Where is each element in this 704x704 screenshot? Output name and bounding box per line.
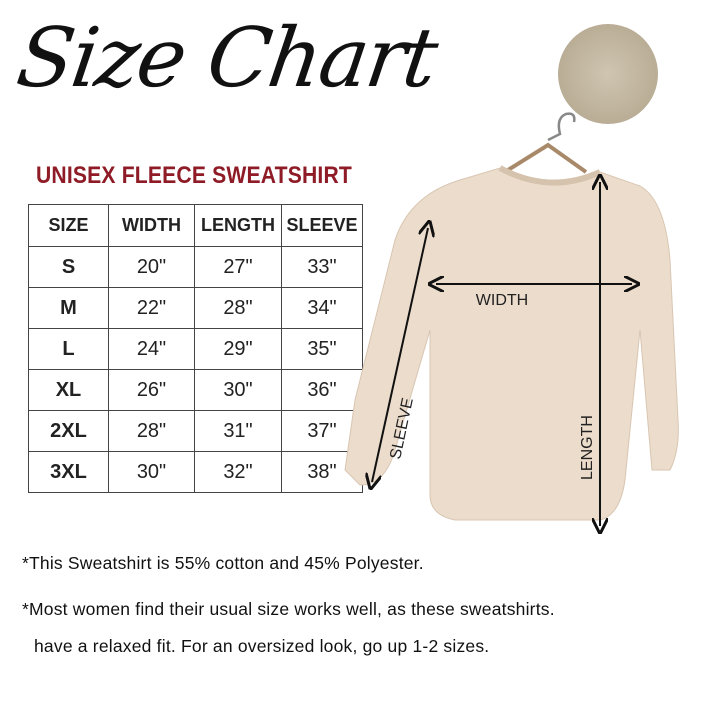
size-cell: L — [28, 328, 109, 370]
table-row: M 22" 28" 34" — [28, 287, 363, 329]
width-cell: 28" — [108, 410, 195, 452]
length-cell: 31" — [194, 410, 282, 452]
size-cell: XL — [28, 369, 109, 411]
sweatshirt-diagram: WIDTH LENGTH SLEEVE — [344, 24, 679, 540]
column-header: SLEEVE — [281, 204, 363, 247]
width-cell: 22" — [108, 287, 195, 329]
length-cell: 28" — [194, 287, 282, 329]
table-row: S 20" 27" 33" — [28, 246, 363, 288]
size-cell: S — [28, 246, 109, 288]
width-cell: 26" — [108, 369, 195, 411]
material-note: *This Sweatshirt is 55% cotton and 45% P… — [22, 553, 424, 573]
fit-note: *Most women find their usual size works … — [22, 599, 555, 619]
size-cell: M — [28, 287, 109, 329]
column-header: WIDTH — [108, 204, 195, 247]
width-cell: 24" — [108, 328, 195, 370]
size-cell: 2XL — [28, 410, 109, 452]
table-header-row: SIZE WIDTH LENGTH SLEEVE — [28, 204, 363, 247]
product-subtitle: UNISEX FLEECE SWEATSHIRT — [36, 162, 352, 189]
column-header: SIZE — [28, 204, 109, 247]
length-cell: 29" — [194, 328, 282, 370]
fleece-detail-image — [558, 24, 658, 124]
length-label: LENGTH — [579, 415, 596, 480]
length-cell: 27" — [194, 246, 282, 288]
sleeve-arrow — [372, 228, 428, 482]
fit-note-continued: have a relaxed fit. For an oversized loo… — [34, 636, 490, 656]
hanger-hook-icon — [547, 112, 576, 142]
column-header: LENGTH — [194, 204, 282, 247]
size-cell: 3XL — [28, 451, 109, 493]
sleeve-cell: 35" — [281, 328, 363, 370]
length-cell: 32" — [194, 451, 282, 493]
width-cell: 30" — [108, 451, 195, 493]
width-label: WIDTH — [476, 292, 528, 309]
table-row: L 24" 29" 35" — [28, 328, 363, 370]
width-cell: 20" — [108, 246, 195, 288]
sleeve-cell: 33" — [281, 246, 363, 288]
size-table: SIZE WIDTH LENGTH SLEEVE S 20" 27" 33" M 22"… — [28, 204, 363, 493]
sweatshirt-body — [344, 167, 679, 521]
table-row: 3XL 30" 32" 38" — [28, 451, 363, 493]
length-cell: 30" — [194, 369, 282, 411]
table-row: XL 26" 30" 36" — [28, 369, 363, 411]
hanger-icon — [506, 142, 588, 174]
table-row: 2XL 28" 31" 37" — [28, 410, 363, 452]
